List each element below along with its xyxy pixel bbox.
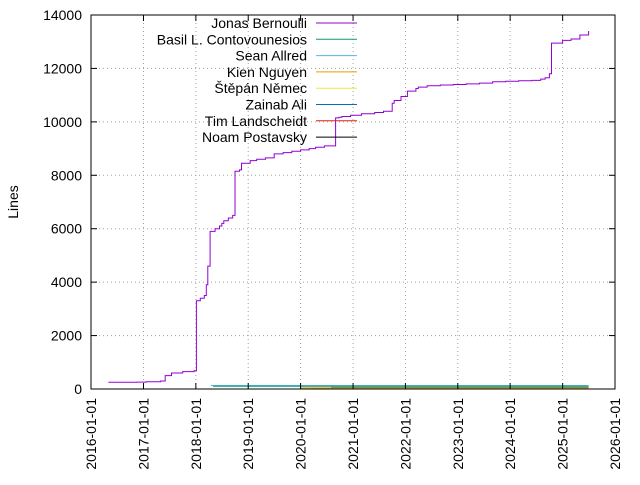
y-axis-label: Lines [5, 185, 21, 218]
x-tick-label: 2024-01-01 [502, 398, 518, 470]
legend-label: Kien Nguyen [227, 64, 307, 80]
x-tick-label: 2016-01-01 [83, 398, 99, 470]
x-axis: 2016-01-01 2017-01-01 2018-01-01 2019-01-01… [83, 15, 623, 470]
x-tick-label: 2018-01-01 [188, 398, 204, 470]
legend-label: Zainab Ali [246, 97, 307, 113]
y-tick-label: 2000 [51, 328, 82, 344]
x-tick-label: 2019-01-01 [240, 398, 256, 470]
y-tick-label: 4000 [51, 274, 82, 290]
y-tick-label: 14000 [43, 7, 82, 23]
x-tick-label: 2026-01-01 [607, 398, 623, 470]
x-tick-label: 2021-01-01 [345, 398, 361, 470]
series-line [108, 31, 590, 383]
x-tick-label: 2025-01-01 [555, 398, 571, 470]
y-tick-label: 0 [74, 381, 82, 397]
series-lines [108, 31, 590, 390]
y-tick-label: 10000 [43, 114, 82, 130]
y-axis: 0 2000 4000 6000 8000 10000 12000 14000 [43, 7, 615, 397]
legend-label: Štěpán Němec [214, 80, 307, 96]
y-tick-label: 12000 [43, 60, 82, 76]
x-tick-label: 2023-01-01 [450, 398, 466, 470]
x-tick-label: 2022-01-01 [397, 398, 413, 470]
y-tick-label: 8000 [51, 167, 82, 183]
legend-label: Jonas Bernoulli [211, 15, 307, 31]
x-tick-label: 2017-01-01 [136, 398, 152, 470]
legend-label: Tim Landscheidt [205, 113, 307, 129]
legend-label: Noam Postavsky [202, 129, 307, 145]
legend-label: Sean Allred [235, 48, 307, 64]
y-tick-label: 6000 [51, 221, 82, 237]
grid [91, 15, 615, 389]
x-tick-label: 2020-01-01 [293, 398, 309, 470]
legend-label: Basil L. Contovounesios [157, 31, 307, 47]
